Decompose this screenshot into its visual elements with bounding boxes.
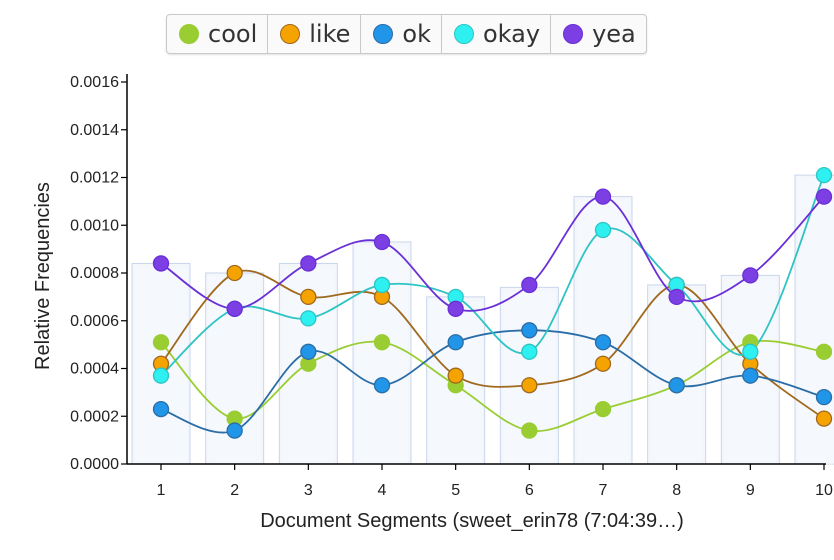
y-tick-label: 0.0014: [70, 122, 119, 139]
data-point-yea[interactable]: [373, 233, 391, 251]
legend-label: like: [309, 20, 351, 48]
data-point-yea[interactable]: [226, 300, 243, 317]
x-tick-label: 5: [451, 482, 460, 499]
y-tick-label: 0.0002: [70, 408, 119, 425]
legend-item-like[interactable]: like: [268, 15, 362, 53]
data-point-okay[interactable]: [594, 221, 612, 239]
series-line-yea: [160, 195, 825, 312]
x-tick-label: 1: [157, 482, 166, 499]
data-point-ok[interactable]: [668, 377, 685, 394]
legend-item-okay[interactable]: okay: [442, 15, 552, 53]
data-point-like[interactable]: [447, 367, 464, 384]
data-point-cool[interactable]: [152, 334, 170, 351]
data-point-yea[interactable]: [668, 288, 685, 306]
legend-item-ok[interactable]: ok: [361, 15, 442, 53]
legend-item-cool[interactable]: cool: [167, 15, 269, 53]
y-tick-label: 0.0000: [70, 456, 119, 473]
data-point-cool[interactable]: [373, 334, 391, 351]
legend-swatch-icon: [563, 24, 584, 44]
y-tick-label: 0.0006: [70, 313, 119, 330]
legend-swatch-icon: [453, 24, 474, 44]
x-tick-label: 9: [746, 482, 755, 499]
data-point-yea[interactable]: [815, 188, 833, 205]
y-tick-label: 0.0008: [70, 265, 119, 282]
y-tick-label: 0.0012: [70, 170, 119, 187]
y-tick-label: 0.0016: [70, 74, 119, 91]
legend-swatch-icon: [280, 24, 301, 44]
y-axis-title: Relative Frequencies: [32, 182, 54, 370]
data-point-cool[interactable]: [521, 422, 538, 439]
data-point-cool[interactable]: [594, 400, 612, 418]
legend-label: yea: [592, 20, 636, 48]
data-point-ok[interactable]: [742, 367, 759, 384]
data-point-ok[interactable]: [300, 343, 317, 360]
x-axis-title: Document Segments (sweet_erin78 (7:04:39…: [260, 510, 684, 532]
data-point-okay[interactable]: [742, 343, 759, 360]
series-line-like: [160, 269, 825, 420]
data-point-ok[interactable]: [152, 400, 170, 418]
x-tick-label: 2: [230, 482, 239, 499]
data-point-ok[interactable]: [226, 422, 243, 439]
data-point-ok[interactable]: [373, 377, 391, 394]
x-tick-label: 10: [815, 482, 833, 499]
data-point-ok[interactable]: [815, 388, 833, 406]
legend-label: cool: [208, 20, 258, 48]
data-point-like[interactable]: [521, 377, 538, 394]
segment-bar-inner: [650, 288, 703, 464]
series-points: [152, 166, 833, 439]
chart-legend: cool like ok okay yea: [166, 14, 647, 54]
data-point-yea[interactable]: [300, 255, 317, 272]
legend-item-yea[interactable]: yea: [551, 15, 646, 53]
x-tick-label: 7: [599, 482, 608, 499]
data-point-okay[interactable]: [815, 166, 833, 184]
data-point-okay[interactable]: [300, 310, 317, 327]
x-tick-label: 4: [378, 482, 387, 499]
data-point-okay[interactable]: [521, 343, 538, 360]
data-point-cool[interactable]: [815, 343, 833, 360]
data-point-like[interactable]: [300, 288, 317, 306]
data-point-yea[interactable]: [152, 255, 170, 272]
legend-swatch-icon: [373, 24, 394, 44]
y-tick-label: 0.0010: [70, 217, 119, 234]
data-point-yea[interactable]: [521, 276, 538, 294]
data-point-yea[interactable]: [447, 300, 464, 317]
data-point-okay[interactable]: [152, 367, 170, 384]
series-line-ok: [160, 329, 825, 434]
data-point-ok[interactable]: [521, 322, 538, 339]
legend-label: okay: [482, 20, 541, 48]
segment-bar-inner: [577, 200, 629, 464]
legend-label: ok: [402, 20, 431, 48]
data-point-yea[interactable]: [594, 188, 612, 205]
data-point-like[interactable]: [815, 410, 833, 427]
data-point-yea[interactable]: [742, 267, 759, 284]
data-point-ok[interactable]: [594, 334, 612, 351]
data-point-like[interactable]: [226, 264, 243, 282]
data-point-okay[interactable]: [373, 276, 391, 294]
data-point-ok[interactable]: [447, 334, 464, 351]
x-tick-label: 6: [525, 482, 534, 499]
legend-swatch-icon: [179, 24, 199, 44]
y-tick-label: 0.0004: [70, 361, 119, 378]
x-tick-label: 3: [304, 482, 313, 499]
axes: 0.0000 0.0002 0.0004 0.0006 0.0008 0.0010 0.00…: [70, 74, 833, 499]
data-point-like[interactable]: [594, 355, 612, 372]
x-tick-label: 8: [672, 482, 681, 499]
